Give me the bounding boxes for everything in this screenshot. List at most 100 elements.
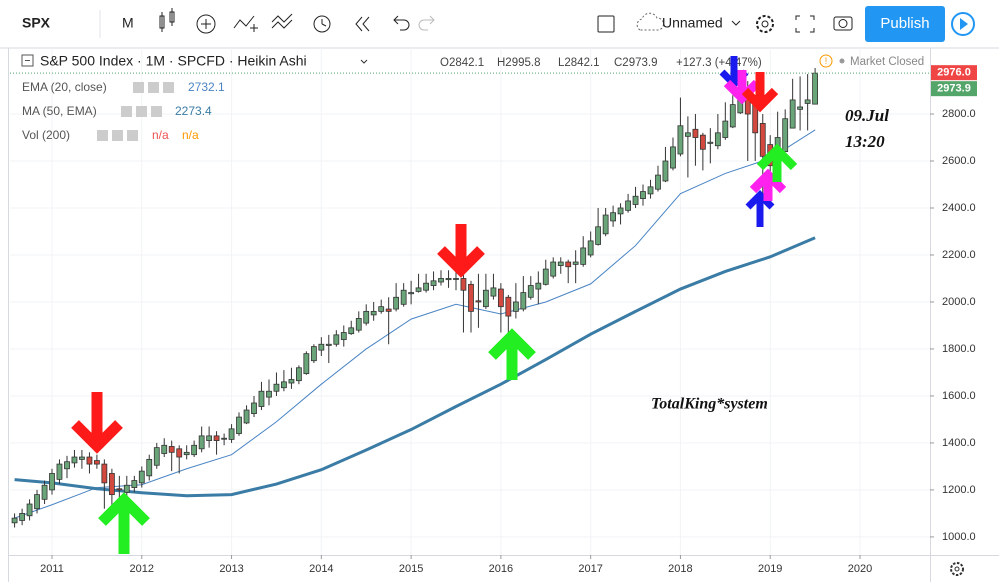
indicator-controls[interactable] [97,130,138,141]
candle-body [707,141,714,144]
candle-body [79,456,85,460]
symbol[interactable]: SPX [22,15,51,31]
candle-body [625,200,631,211]
candle-body [482,289,489,308]
candle-body [393,296,400,310]
candle-body [340,332,347,340]
candle-body [385,308,392,312]
candle-body [258,390,265,407]
candle-body [363,310,370,324]
candle-body [572,261,579,265]
undo-icon[interactable] [393,15,410,31]
status-icon[interactable] [819,54,833,68]
candle-body [445,278,452,281]
x-tick-label: 2012 [130,563,154,575]
candle-body [468,283,474,312]
candle-body [370,310,377,316]
y-tick-label: 1000.0 [942,531,976,543]
down-arrow [71,392,123,454]
compare-icon[interactable] [233,15,258,32]
publish-button[interactable] [865,6,945,42]
replay-icon[interactable] [355,16,370,32]
candle-body [527,285,534,298]
x-tick-label: 2017 [578,563,602,575]
price-tag-label: 2976.0 [937,67,971,79]
candle-body [49,473,55,491]
candle-body [176,448,183,458]
collapse-box[interactable] [21,54,34,67]
candle-body [438,278,444,283]
play-button[interactable] [951,12,975,36]
axes: 1000.0 1200.0 1400.0 1600.0 1800.0 2000.0 2200… [40,65,977,575]
candle-body [729,104,736,128]
candle-body [19,513,26,521]
candle-body [804,99,811,104]
y-tick-label: 2600.0 [942,155,976,167]
candle-body [161,444,168,454]
legend-close: C2973.9 [614,57,657,69]
candle-body [797,106,803,110]
candle-body [423,282,430,291]
candle-body [580,247,587,265]
price-tag [931,65,977,81]
candle-body [714,132,721,147]
alert-icon[interactable] [313,15,331,33]
candle-body [400,289,407,305]
candle-body [56,463,63,480]
candle-body [86,456,93,465]
x-tick-label: 2016 [489,563,513,575]
y-tick-label: 2200.0 [942,249,976,261]
y-tick-label: 1800.0 [942,343,976,355]
price-tag-label: 2973.9 [937,83,971,95]
redo-icon[interactable] [418,15,435,31]
publish-label[interactable]: Publish [880,15,929,32]
candle-body [26,503,33,517]
candle-body [198,435,205,450]
interval[interactable]: M [122,15,134,31]
candle-body [146,458,153,477]
indicator-name: MA (50, EMA) [22,104,97,118]
snapshot-icon[interactable] [833,16,853,31]
indicator-controls[interactable] [121,106,162,117]
indicators-icon[interactable] [196,14,216,34]
candle-body [460,278,467,291]
down-arrow [723,70,761,105]
candle-body [138,470,145,484]
settings-icon[interactable] [756,15,774,33]
fullscreen-box[interactable] [597,15,615,33]
candle-body [303,353,310,375]
candle-body [34,494,40,510]
candle-body [587,240,594,256]
candle-body [266,390,272,398]
down-arrow [437,224,485,278]
candle-body [415,287,422,292]
up-arrow [745,190,775,227]
candles-icon[interactable] [159,8,175,32]
expand-icon[interactable] [795,15,815,33]
candle-body [655,174,661,190]
candle-body [490,287,497,297]
candle-body [318,343,325,351]
title-menu[interactable] [360,59,368,64]
candle-body [355,318,362,331]
up-arrow [488,328,536,380]
status-dot [839,58,845,64]
candle-body [557,261,564,266]
layout-name[interactable]: Unnamed [662,15,723,31]
legend-open: O2842.1 [440,57,484,69]
candle-body [789,99,796,129]
templates-icon[interactable] [271,13,293,29]
indicator-value: 2273.4 [175,104,212,118]
legend-change: +127.3 (+4.47%) [676,57,762,69]
y-tick-label: 1200.0 [942,484,976,496]
indicator-controls[interactable] [133,82,174,93]
toolbar: SPX M Unnamed Publish [0,0,999,49]
price-tag [931,81,977,97]
x-tick-label: 2018 [668,563,692,575]
candle-body [475,300,482,303]
chart-settings-icon[interactable] [950,562,964,576]
candle-body [722,120,729,138]
indicator-value: n/a [152,128,169,142]
layout-menu[interactable] [731,20,741,26]
candle-body [71,456,78,464]
